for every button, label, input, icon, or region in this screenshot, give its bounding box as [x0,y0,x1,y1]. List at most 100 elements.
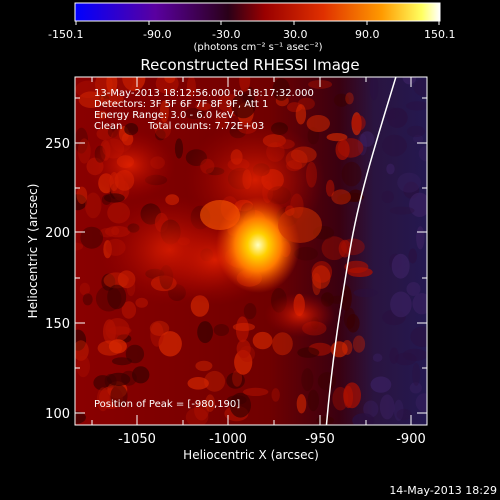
speckle-blob [105,318,130,342]
colorbar-tick-label: 30.0 [283,28,308,41]
speckle-blob [372,353,383,362]
speckle-blob [197,321,214,344]
colorbar-tick-label: 150.1 [424,28,456,41]
speckle-blob [121,301,137,319]
speckle-blob [394,352,417,366]
speckle-blob [390,291,412,318]
speckle-blob [125,344,145,364]
speckle-blob [232,322,255,332]
solar-limb [325,77,397,425]
speckle-blob [409,382,422,394]
speckle-blob [337,138,364,158]
speckle-blob [408,248,418,264]
speckle-blob [75,340,89,361]
speckle-blob [106,372,131,386]
speckle-blob [294,246,318,261]
speckle-blob [82,293,93,306]
speckle-blob [412,293,427,315]
speckle-blob [80,226,104,249]
speckle-blob [402,77,417,85]
energy-range: Energy Range: 3.0 - 6.0 keV [94,110,234,121]
speckle-blob [413,78,427,97]
speckle-blob [79,282,91,296]
speckle-blob [360,131,375,147]
speckle-blob [195,360,213,372]
speckle-blob [99,386,123,409]
speckle-blob [301,368,314,392]
speckle-blob [184,107,205,120]
speckle-blob [418,145,427,162]
speckle-blob [154,118,172,139]
x-axis-label: Heliocentric X (arcsec) [183,448,319,462]
speckle-blob [149,320,170,336]
speckle-blob [381,190,394,204]
y-tick-label: 150 [45,317,70,332]
speckle-blob [369,77,379,101]
speckle-blob [75,127,89,154]
speckle-blob [243,303,257,320]
speckle-blob [150,322,164,347]
speckle-blob [341,238,365,256]
speckle-blob [252,331,273,350]
speckle-blob [343,385,354,409]
speckle-blob [343,307,356,329]
speckle-blob [95,98,119,108]
speckle-blob [226,372,245,389]
speckle-blob [317,372,337,391]
speckle-blob [413,134,424,143]
speckle-blob [306,115,330,132]
speckle-blob [271,388,280,402]
x-tick-label: -1050 [118,432,156,447]
speckle-blob [409,192,427,217]
speckle-blob [195,102,212,111]
speckle-blob [236,339,251,359]
speckle-blob [370,376,392,393]
speckle-blob [311,265,331,289]
plot-frame [74,76,428,426]
speckle-blob [75,411,86,424]
speckle-blob [405,101,427,111]
y-tick-label: 200 [45,226,70,241]
speckle-blob [158,331,182,357]
speckle-blob [243,387,269,396]
colorbar-ticks [75,21,440,25]
y-axis-label: Heliocentric Y (arcsec) [26,184,40,319]
speckle-blob [107,284,127,310]
speckle-blob [338,239,352,258]
speckle-blob [187,377,209,390]
speckle-blob [351,115,366,131]
speckle-blob [307,389,319,412]
speckle-blob [122,77,146,91]
speckle-blob [164,77,176,84]
speckle-blob [213,324,230,336]
speckle-blob [352,335,366,353]
speckle-blob [379,394,395,420]
speckle-blob [110,384,128,407]
speckle-blob [194,399,209,421]
plot-title: Reconstructed RHESSI Image [140,56,359,74]
x-tick-label: -900 [396,432,426,447]
speckle-blob [215,111,229,129]
y-tick-label: 250 [45,137,70,152]
speckle-blob [226,395,247,405]
speckle-blob [272,78,290,101]
speckle-blob [295,104,307,125]
colorbar-units: (photons cm⁻² s⁻¹ asec⁻²) [193,42,322,53]
speckle-blob [205,394,216,413]
total-counts: Total counts: 7.72E+03 [147,121,264,132]
colorbar-tick-label: 90.0 [355,28,380,41]
speckle-blob [185,407,209,425]
speckle-blob [85,192,102,219]
speckle-blob [396,408,412,421]
speckle-blob [75,329,87,351]
colorbar-tick-label: -30.0 [212,28,240,41]
speckle-blob [297,347,320,358]
colorbar-tick-label: -90.0 [143,28,171,41]
speckle-blob [316,416,335,425]
y-axis: 250 200 150 100 Heliocentric Y (arcsec) [26,97,427,422]
speckle-blob [393,399,404,421]
speckle-blob [96,110,108,120]
speckle-blob [331,189,351,205]
speckle-blob [382,134,407,157]
x-axis: -1050 -1000 -950 -900 Heliocentric X (ar… [91,77,426,462]
